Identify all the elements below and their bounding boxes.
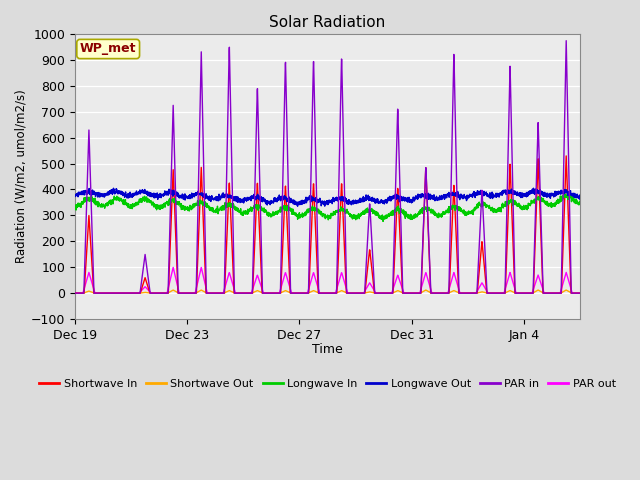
Y-axis label: Radiation (W/m2, umol/m2/s): Radiation (W/m2, umol/m2/s) xyxy=(15,90,28,264)
Title: Solar Radiation: Solar Radiation xyxy=(269,15,386,30)
Legend: Shortwave In, Shortwave Out, Longwave In, Longwave Out, PAR in, PAR out: Shortwave In, Shortwave Out, Longwave In… xyxy=(35,374,620,393)
X-axis label: Time: Time xyxy=(312,343,343,356)
Text: WP_met: WP_met xyxy=(80,43,136,56)
